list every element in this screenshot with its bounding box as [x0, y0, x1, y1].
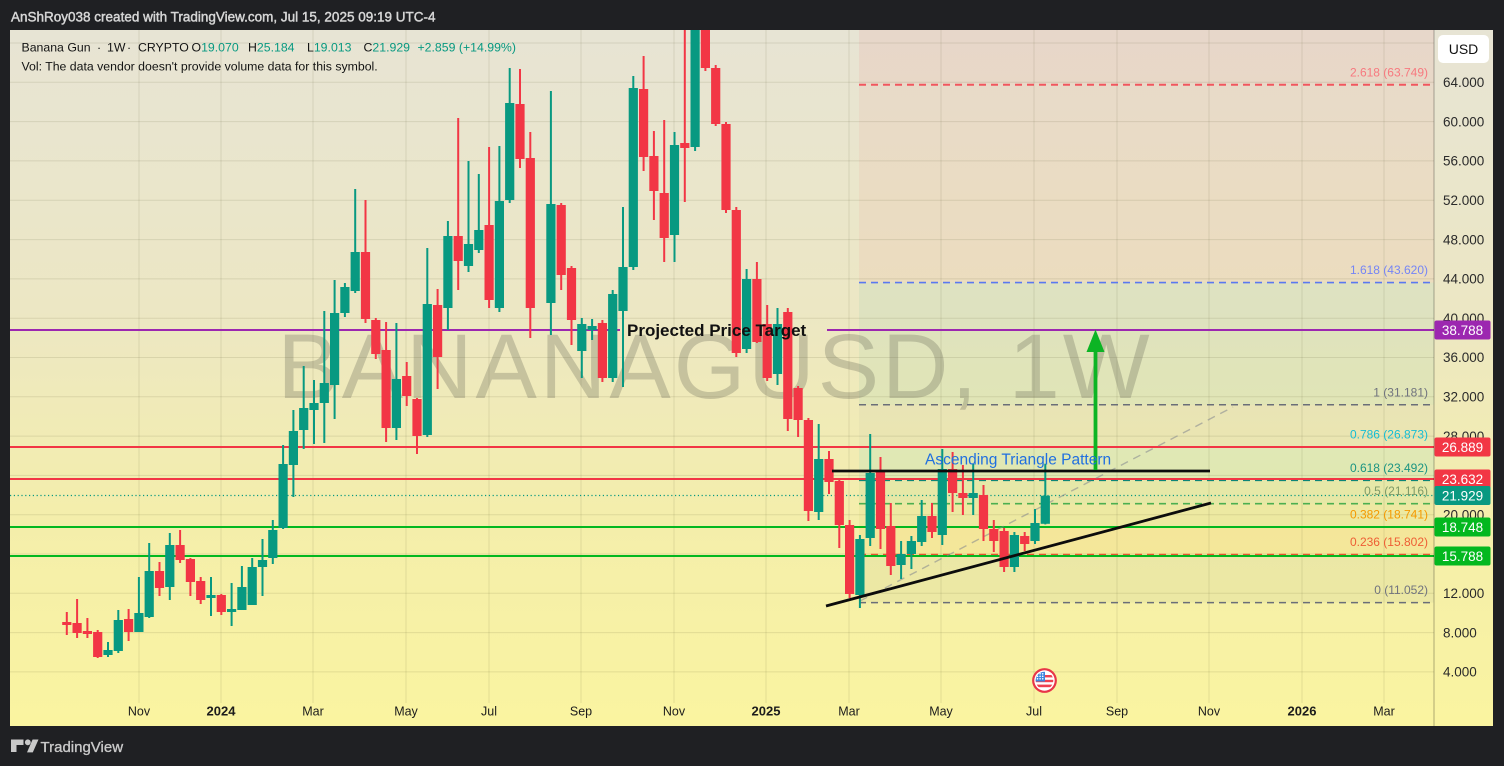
svg-text:0.236 (15.802): 0.236 (15.802) — [1350, 535, 1428, 549]
svg-text:18.748: 18.748 — [1442, 520, 1483, 535]
svg-text:0.5 (21.116): 0.5 (21.116) — [1364, 484, 1428, 498]
svg-text:Projected Price Target: Projected Price Target — [627, 321, 807, 340]
svg-text:26.889: 26.889 — [1442, 440, 1483, 455]
svg-text:8.000: 8.000 — [1443, 625, 1477, 640]
svg-text:Nov: Nov — [128, 705, 151, 719]
svg-text:1.618 (43.620): 1.618 (43.620) — [1350, 263, 1428, 277]
svg-text:May: May — [394, 705, 418, 719]
svg-text:0.786 (26.873): 0.786 (26.873) — [1350, 428, 1428, 442]
svg-text:2025: 2025 — [752, 704, 781, 719]
svg-text:Jul: Jul — [481, 705, 497, 719]
svg-text:0.382 (18.741): 0.382 (18.741) — [1350, 508, 1428, 522]
svg-text:Sep: Sep — [1106, 705, 1128, 719]
svg-text:Mar: Mar — [1373, 705, 1395, 719]
svg-text:38.788: 38.788 — [1442, 323, 1483, 338]
svg-text:1 (31.181): 1 (31.181) — [1373, 385, 1428, 399]
svg-text:21.929: 21.929 — [1442, 488, 1483, 503]
svg-text:0 (11.052): 0 (11.052) — [1374, 583, 1428, 597]
svg-text:Mar: Mar — [302, 705, 324, 719]
svg-text:Mar: Mar — [838, 705, 860, 719]
svg-text:Nov: Nov — [1198, 705, 1221, 719]
svg-text:56.000: 56.000 — [1443, 154, 1484, 169]
svg-text:60.000: 60.000 — [1443, 114, 1484, 129]
svg-text:Ascending Triangle Pattern: Ascending Triangle Pattern — [925, 452, 1111, 469]
svg-text:64.000: 64.000 — [1443, 75, 1484, 90]
svg-text:Vol: The data vendor doesn't p: Vol: The data vendor doesn't provide vol… — [22, 60, 378, 74]
svg-text:AnShRoy038 created with Tradin: AnShRoy038 created with TradingView.com,… — [11, 10, 436, 25]
svg-text:May: May — [929, 705, 953, 719]
svg-text:Jul: Jul — [1026, 705, 1042, 719]
svg-text:44.000: 44.000 — [1443, 272, 1484, 287]
svg-text:48.000: 48.000 — [1443, 232, 1484, 247]
svg-text:52.000: 52.000 — [1443, 193, 1484, 208]
svg-text:23.632: 23.632 — [1442, 472, 1483, 487]
svg-text:Sep: Sep — [570, 705, 592, 719]
svg-text:15.788: 15.788 — [1442, 549, 1483, 564]
svg-text:USD: USD — [1449, 41, 1479, 57]
svg-text:36.000: 36.000 — [1443, 350, 1484, 365]
svg-text:2.618 (63.749): 2.618 (63.749) — [1350, 65, 1428, 79]
svg-text:0.618 (23.492): 0.618 (23.492) — [1350, 461, 1428, 475]
svg-text:4.000: 4.000 — [1443, 665, 1477, 680]
svg-text:Nov: Nov — [663, 705, 686, 719]
svg-text:2026: 2026 — [1288, 704, 1317, 719]
svg-text:2024: 2024 — [207, 704, 237, 719]
svg-text:32.000: 32.000 — [1443, 390, 1484, 405]
svg-text:TradingView: TradingView — [41, 739, 124, 756]
svg-text:12.000: 12.000 — [1443, 586, 1484, 601]
